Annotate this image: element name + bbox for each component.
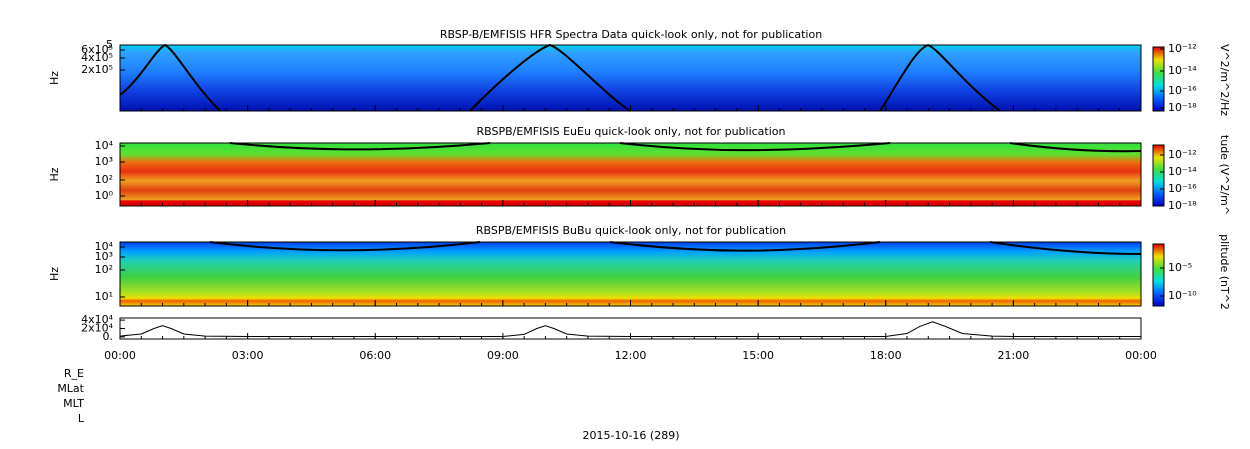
y-tick-label: 10⁴ bbox=[95, 139, 114, 152]
colorbar-label: plitude (nT^2 bbox=[1218, 234, 1231, 310]
y-tick-label: 0. bbox=[103, 330, 114, 343]
spectrogram-backgrounds bbox=[119, 43, 1142, 306]
panel-title: RBSPB/EMFISIS EuEu quick-look only, not … bbox=[476, 125, 785, 138]
colorbar-tick-label: 10⁻¹⁶ bbox=[1168, 182, 1197, 195]
colorbar-tick-label: 10⁻¹² bbox=[1168, 148, 1197, 161]
x-tick-label: 06:00 bbox=[359, 349, 391, 362]
curve bbox=[229, 142, 1142, 153]
y-tick-label: 2x10⁵ bbox=[81, 63, 113, 76]
x-tick-label: 15:00 bbox=[742, 349, 774, 362]
colorbar-label: V^2/m^2/Hz bbox=[1218, 44, 1231, 116]
y-tick-label: 10² bbox=[95, 263, 113, 276]
x-tick-label: 09:00 bbox=[487, 349, 519, 362]
y-tick-label: 5 bbox=[106, 38, 113, 51]
y-axis-label: Hz bbox=[48, 71, 61, 85]
footer-label: R_E bbox=[64, 367, 84, 380]
y-tick-label: 4x10⁴ bbox=[81, 313, 114, 326]
colorbar-tick-label: 10⁻¹⁰ bbox=[1168, 289, 1197, 302]
colorbar-tick-label: 10⁻¹⁸ bbox=[1168, 101, 1197, 114]
colorbar bbox=[1152, 243, 1165, 307]
panel-title: RBSPB/EMFISIS BuBu quick-look only, not … bbox=[476, 224, 786, 237]
spectrogram bbox=[120, 45, 1141, 111]
colorbar-label: tude (V^2/m^ bbox=[1218, 135, 1231, 215]
spectrogram bbox=[120, 242, 1141, 306]
y-tick-label: 2x10⁴ bbox=[81, 322, 114, 335]
footer-label: MLat bbox=[57, 382, 84, 395]
colorbar-tick-label: 10⁻¹⁶ bbox=[1168, 84, 1197, 97]
colorbar-tick-label: 10⁻¹⁴ bbox=[1168, 165, 1197, 178]
x-tick-label: 12:00 bbox=[615, 349, 647, 362]
colorbar-tick-label: 10⁻¹⁸ bbox=[1168, 199, 1197, 212]
y-tick-label: 10⁰ bbox=[95, 189, 114, 202]
spectrogram bbox=[120, 143, 1141, 206]
y-tick-label: 10³ bbox=[95, 250, 113, 263]
x-tick-label: 00:00 bbox=[104, 349, 136, 362]
colorbar bbox=[1152, 144, 1165, 207]
y-tick-label: 10¹ bbox=[95, 290, 113, 303]
colorbar-tick-label: 10⁻⁵ bbox=[1168, 261, 1192, 274]
y-tick-label: 10² bbox=[95, 173, 113, 186]
x-tick-label: 21:00 bbox=[998, 349, 1030, 362]
line bbox=[119, 321, 1141, 337]
y-tick-label: 4x10⁵ bbox=[81, 51, 113, 64]
y-axis-label: Hz bbox=[48, 167, 61, 181]
x-tick-label: 03:00 bbox=[232, 349, 264, 362]
x-tick-label: 18:00 bbox=[870, 349, 902, 362]
date-label: 2015-10-16 (289) bbox=[582, 429, 679, 442]
curve bbox=[209, 241, 1142, 255]
y-tick-label: 6x10⁵ bbox=[81, 43, 113, 56]
colorbar-tick-label: 10⁻¹⁴ bbox=[1168, 64, 1197, 77]
footer-label: L bbox=[78, 412, 85, 425]
colorbar bbox=[1152, 46, 1165, 112]
y-tick-label: 10³ bbox=[95, 155, 113, 168]
y-tick-label: 10⁴ bbox=[95, 240, 114, 253]
panel-title: RBSP-B/EMFISIS HFR Spectra Data quick-lo… bbox=[440, 28, 822, 41]
colorbar-tick-label: 10⁻¹² bbox=[1168, 42, 1197, 55]
footer-label: MLT bbox=[63, 397, 84, 410]
y-axis-label: Hz bbox=[48, 267, 61, 281]
x-tick-label: 00:00 bbox=[1125, 349, 1157, 362]
